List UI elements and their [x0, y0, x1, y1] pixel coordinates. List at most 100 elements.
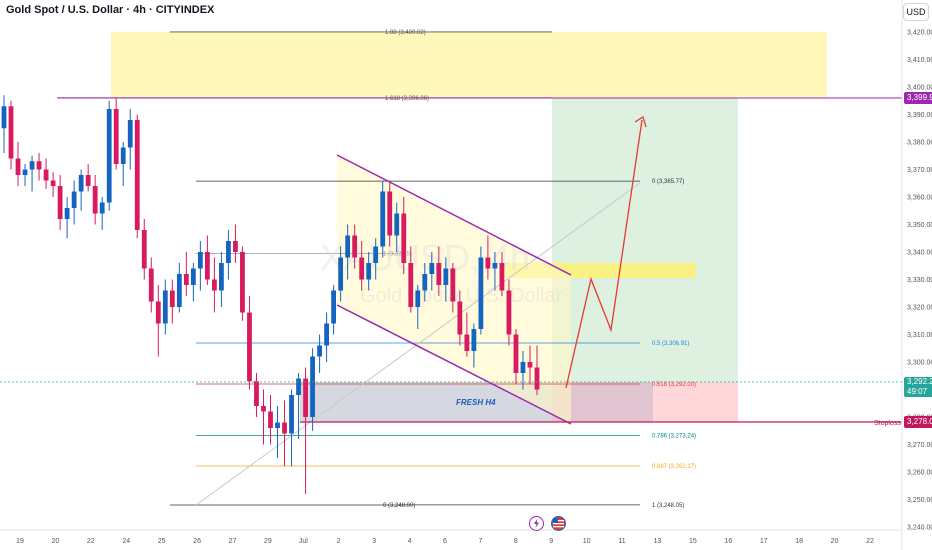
x-tick-label: 20 [831, 538, 839, 545]
candle-body [204, 252, 210, 280]
candle-body [141, 230, 147, 269]
candle-body [289, 395, 294, 434]
candle-body [513, 334, 519, 373]
y-tick-label: 3,410.00 [907, 57, 932, 64]
candle-body [387, 191, 393, 236]
y-tick-label: 3,350.00 [907, 222, 932, 229]
fib-level-label: 0.5 (3,306.91) [652, 341, 689, 347]
candle-body [338, 257, 344, 291]
candle-body [247, 312, 252, 382]
fib-level-label: 1 (3,339.5) [383, 251, 412, 257]
x-tick-label: 25 [158, 538, 166, 545]
candle-body [226, 241, 231, 263]
candle-body [71, 191, 77, 208]
x-tick-label: 6 [443, 538, 447, 545]
x-tick-label: 24 [122, 538, 130, 545]
x-tick-label: Jul [299, 538, 308, 545]
candle-body [106, 109, 112, 203]
candle-body [233, 241, 238, 252]
x-tick-label: 16 [724, 538, 732, 545]
chart-title: Gold Spot / U.S. Dollar · 4h · CITYINDEX [6, 4, 215, 16]
target-zone [111, 32, 827, 98]
candle-body [134, 120, 140, 230]
candle-body [57, 186, 63, 219]
candle-body [317, 345, 322, 357]
stoploss-price-tag: 3,278.00 [904, 416, 932, 428]
fib-level-label: 1.88 (3,420.02) [385, 30, 426, 36]
candle-body [436, 263, 442, 285]
candle-body [275, 422, 280, 428]
x-tick-label: 17 [760, 538, 768, 545]
fib-level-label: 0 (3,365.77) [652, 179, 684, 185]
fib-level-label: 0 (3,248.00) [383, 503, 415, 509]
loss-zone [653, 382, 738, 422]
candle-body [506, 290, 512, 335]
y-tick-label: 3,380.00 [907, 140, 932, 147]
channel-lower-line [336, 304, 572, 425]
y-tick-label: 3,390.00 [907, 112, 932, 119]
candle-body [254, 381, 259, 406]
x-tick-label: 8 [514, 538, 518, 545]
fib-level-label: 1 (3,248.05) [652, 503, 684, 509]
candle-body [64, 208, 70, 219]
y-tick-label: 3,310.00 [907, 332, 932, 339]
x-tick-label: 27 [229, 538, 237, 545]
y-tick-label: 3,300.00 [907, 360, 932, 367]
candle-body [520, 362, 526, 373]
candle-body [197, 252, 203, 269]
candle-body [471, 329, 477, 351]
candle-body [15, 158, 21, 175]
candle-body [169, 290, 175, 307]
candle-body [352, 235, 358, 258]
candle-body [261, 406, 266, 412]
x-tick-label: 11 [618, 538, 625, 545]
candle-body [464, 334, 470, 351]
candle-body [457, 301, 463, 335]
candle-body [240, 252, 245, 313]
y-tick-label: 3,270.00 [907, 442, 932, 449]
y-tick-label: 3,340.00 [907, 250, 932, 257]
candle-body [527, 362, 533, 368]
y-tick-label: 3,360.00 [907, 195, 932, 202]
candle-body [190, 268, 196, 285]
candle-body [211, 279, 217, 291]
candle-body [296, 378, 301, 395]
candle-body [394, 213, 400, 236]
candle-body [492, 263, 498, 269]
x-tick-label: 10 [583, 538, 591, 545]
candle-body [401, 213, 407, 263]
candle-body [268, 411, 273, 428]
y-tick-label: 3,250.00 [907, 497, 932, 504]
resistance-price-tag: 3,399.96 [904, 92, 932, 104]
flash-icon[interactable] [529, 516, 544, 531]
candle-body [148, 268, 154, 302]
candle-body [303, 378, 308, 417]
candle-body [422, 274, 428, 291]
candle-body [443, 268, 449, 285]
fib-level-label: 0.618 (3,292.00) [652, 382, 696, 388]
us-flag-icon[interactable] [551, 516, 566, 531]
stoploss-text: Stoploss [874, 420, 901, 427]
x-tick-label: 4 [408, 538, 412, 545]
x-tick-label: 15 [689, 538, 697, 545]
candle-body [282, 422, 287, 434]
fib-level-label: 0.887 (3,262.17) [652, 464, 696, 470]
current-price-value: 3,292.28 [907, 377, 932, 386]
x-tick-label: 19 [16, 538, 24, 545]
candle-body [1, 106, 7, 129]
candle-body [478, 257, 484, 329]
candle-body [29, 161, 35, 170]
x-tick-label: 29 [264, 538, 272, 545]
fib-level-label: 1.618 (3,396.06) [385, 96, 429, 102]
fresh-zone-label: FRESH H4 [456, 398, 496, 407]
y-tick-label: 3,400.00 [907, 85, 932, 92]
x-tick-label: 7 [478, 538, 482, 545]
currency-button[interactable]: USD [903, 3, 929, 21]
x-tick-label: 26 [193, 538, 201, 545]
candle-body [408, 263, 414, 307]
candle-body [359, 257, 365, 280]
candle-body [127, 120, 133, 148]
fib-level-label: 0.786 (3,273.24) [652, 434, 696, 440]
candle-body [85, 175, 91, 186]
